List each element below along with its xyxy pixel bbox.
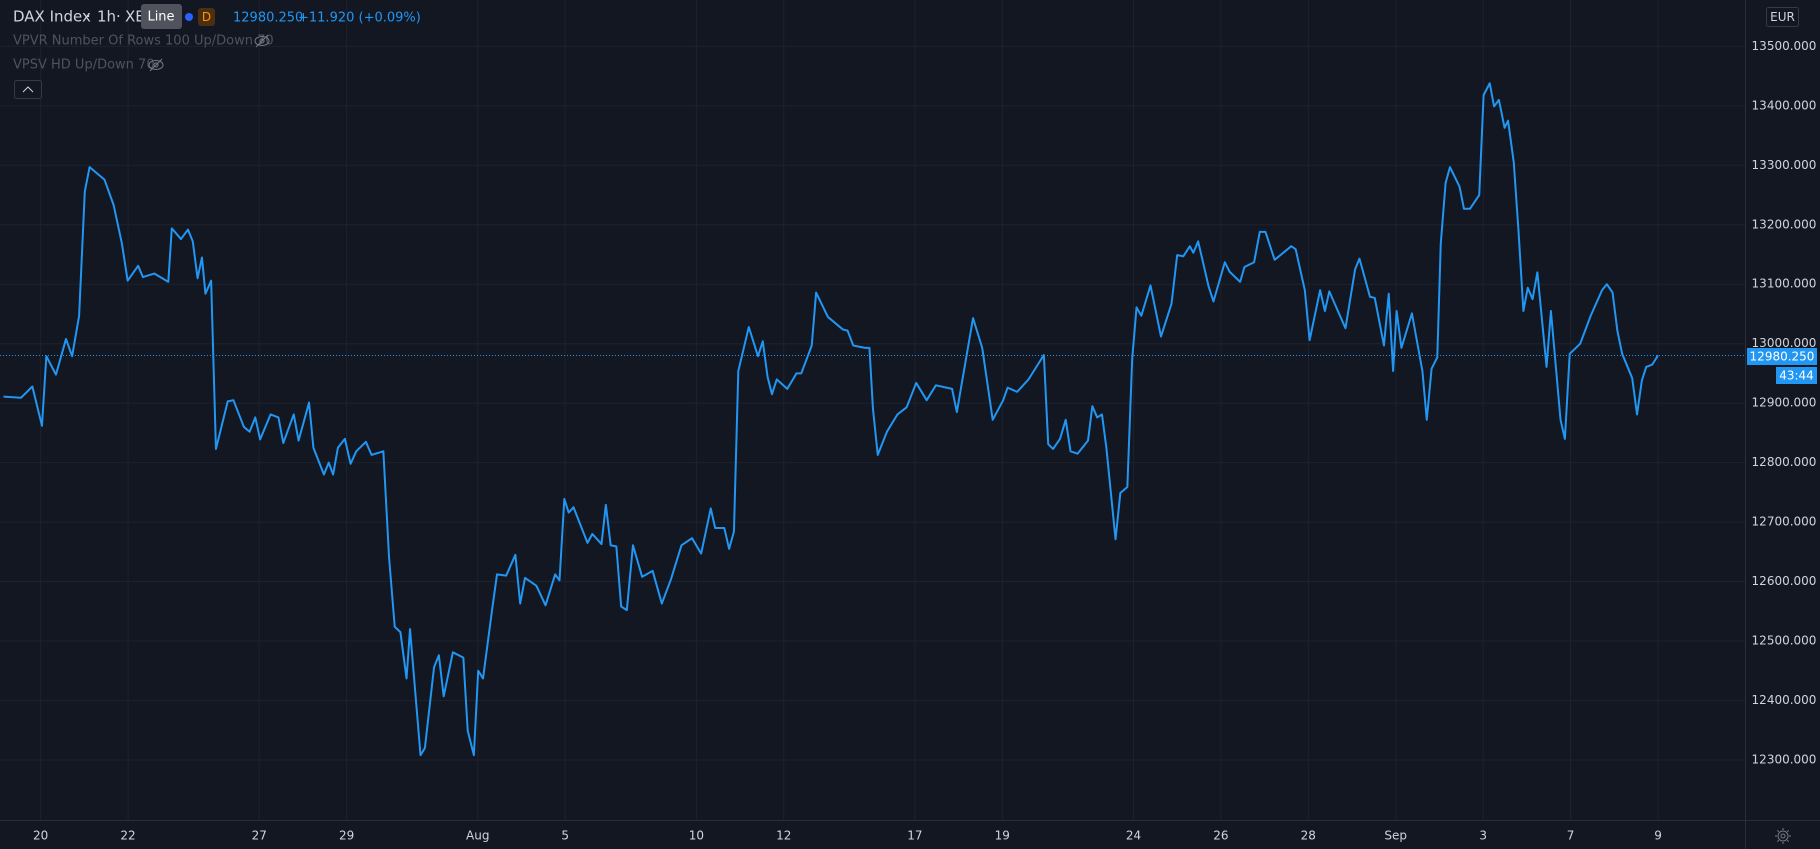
tooltip: Line bbox=[147, 10, 174, 25]
x-tick-label: 29 bbox=[339, 829, 354, 843]
y-tick-label: 12500.000 bbox=[1752, 634, 1817, 648]
settings-icon[interactable] bbox=[1775, 828, 1791, 844]
y-tick-label: 13000.000 bbox=[1752, 336, 1817, 350]
eye-icon[interactable] bbox=[254, 34, 270, 48]
x-tick-label: 7 bbox=[1567, 829, 1575, 843]
y-tick-label: 12400.000 bbox=[1752, 693, 1817, 707]
price-tag bbox=[1747, 348, 1817, 365]
x-tick-label: 3 bbox=[1479, 829, 1487, 843]
y-tick-label: 13200.000 bbox=[1752, 217, 1817, 231]
badge[interactable]: D bbox=[202, 10, 211, 24]
plot bbox=[0, 82, 1745, 757]
status-dot bbox=[185, 13, 193, 21]
collapse-button[interactable] bbox=[14, 80, 42, 99]
x-tick-label: 12 bbox=[776, 829, 791, 843]
collapse-arrow bbox=[22, 86, 34, 93]
eye-icon[interactable] bbox=[148, 58, 164, 72]
countdown-tag bbox=[1776, 367, 1817, 384]
y-tick-label: 13400.000 bbox=[1752, 98, 1817, 112]
separator: · bbox=[86, 8, 91, 26]
axes: 12300.000 12400.000 12500.000 12600.000 1270… bbox=[33, 39, 1816, 843]
price-change: +11.920 (+0.09%) bbox=[298, 11, 421, 26]
price-line bbox=[3, 82, 1659, 757]
x-tick-label: 20 bbox=[33, 829, 48, 843]
grid bbox=[0, 0, 1745, 820]
last-price: 12980.250 bbox=[233, 11, 303, 26]
x-tick-label: 10 bbox=[689, 829, 704, 843]
y-tick-label: 13500.000 bbox=[1752, 39, 1817, 53]
exchange: XE bbox=[125, 8, 145, 26]
symbol[interactable]: DAX Index bbox=[13, 8, 91, 26]
x-tick-label: 5 bbox=[561, 829, 569, 843]
currency-box[interactable] bbox=[1766, 7, 1799, 27]
currency[interactable]: EUR bbox=[1770, 10, 1795, 24]
indicator[interactable]: VPSV HD Up/Down 70 bbox=[13, 58, 155, 73]
y-tick-label: 13100.000 bbox=[1752, 277, 1817, 291]
x-tick-label: 19 bbox=[995, 829, 1010, 843]
tooltip-box bbox=[141, 4, 182, 29]
x-tick-label: 26 bbox=[1213, 829, 1228, 843]
x-tick-label: Sep bbox=[1384, 829, 1407, 843]
y-tick-label: 12600.000 bbox=[1752, 574, 1817, 588]
x-tick-label: 28 bbox=[1301, 829, 1316, 843]
x-tick-label: Aug bbox=[466, 829, 489, 843]
x-tick-label: 24 bbox=[1126, 829, 1141, 843]
countdown: 43:44 bbox=[1779, 369, 1814, 383]
interval[interactable]: 1h bbox=[97, 8, 116, 26]
y-tick-label: 12300.000 bbox=[1752, 752, 1817, 766]
y-tick-label: 13300.000 bbox=[1752, 158, 1817, 172]
price-tag-label: 12980.250 bbox=[1750, 350, 1815, 364]
y-tick-label: 12700.000 bbox=[1752, 515, 1817, 529]
indicator[interactable]: VPVR Number Of Rows 100 Up/Down 70 bbox=[13, 34, 274, 49]
y-tick-label: 12800.000 bbox=[1752, 455, 1817, 469]
badge-box[interactable] bbox=[198, 8, 215, 26]
x-tick-label: 9 bbox=[1654, 829, 1662, 843]
x-tick-label: 22 bbox=[120, 829, 135, 843]
y-tick-label: 12900.000 bbox=[1752, 396, 1817, 410]
x-tick-label: 17 bbox=[907, 829, 922, 843]
separator: · bbox=[116, 8, 121, 26]
x-tick-label: 27 bbox=[252, 829, 267, 843]
